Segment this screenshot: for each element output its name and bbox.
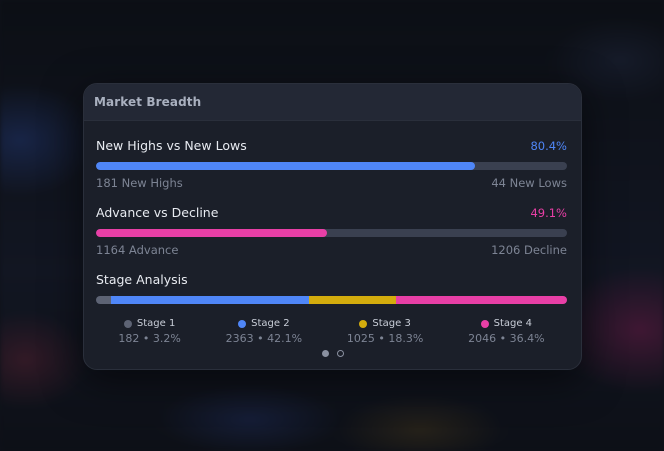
page-dot-2[interactable]: [336, 350, 344, 357]
advance-decline-bar: [96, 229, 567, 237]
advance-decline-bar-fill: [96, 229, 328, 237]
stage-legend: Stage 1 182 • 3.2% Stage 2 2363 • 42.1% Stag…: [96, 318, 567, 345]
stage-2-label: Stage 2: [251, 318, 290, 329]
stage-2-dot-icon: [238, 319, 247, 328]
highs-lows-percent: 80.4%: [530, 139, 567, 153]
stage-1-dot-icon: [123, 319, 132, 328]
stage-4-value: 2046 • 36.4%: [468, 332, 545, 345]
stage-segment-4: [395, 296, 567, 304]
stage-legend-item-4: Stage 4 2046 • 36.4%: [468, 318, 544, 345]
stage-4-label: Stage 4: [493, 318, 533, 329]
stage-legend-item-3: Stage 3 1025 • 18.3%: [347, 318, 423, 345]
stage-1-value: 182 • 3.2%: [118, 332, 181, 345]
decline-count: 1206 Decline: [491, 243, 567, 257]
stage-3-label: Stage 3: [372, 318, 411, 329]
stage-segment-1: [96, 296, 112, 304]
highs-lows-bar-fill: [96, 162, 475, 170]
stage-4-dot-icon: [480, 319, 489, 328]
stage-segment-2: [111, 296, 310, 304]
highs-lows-title: New Highs vs New Lows: [96, 138, 247, 153]
page-dot-1[interactable]: [321, 350, 329, 357]
advance-count: 1164 Advance: [96, 243, 179, 257]
page-indicator[interactable]: [84, 350, 581, 357]
stage-analysis-bar: [96, 296, 567, 304]
stage-1-label: Stage 1: [136, 318, 176, 329]
advance-decline-section: Advance vs Decline 49.1% 1164 Advance 12…: [96, 205, 567, 257]
new-lows-count: 44 New Lows: [491, 176, 567, 190]
stage-segment-3: [309, 296, 396, 304]
stage-analysis-title: Stage Analysis: [96, 272, 188, 287]
advance-decline-percent: 49.1%: [530, 206, 567, 220]
highs-lows-bar: [96, 162, 567, 170]
stage-3-value: 1025 • 18.3%: [346, 332, 424, 345]
stage-analysis-section: Stage Analysis Stage 1 182 • 3.2% Stage 2 2…: [96, 272, 567, 345]
new-highs-count: 181 New Highs: [96, 176, 183, 190]
stage-legend-item-2: Stage 2 2363 • 42.1%: [226, 318, 302, 345]
highs-lows-section: New Highs vs New Lows 80.4% 181 New High…: [96, 138, 567, 190]
stage-3-dot-icon: [359, 319, 368, 328]
market-breadth-card: Market Breadth New Highs vs New Lows 80.…: [83, 83, 582, 370]
advance-decline-title: Advance vs Decline: [96, 205, 219, 220]
stage-2-value: 2363 • 42.1%: [225, 332, 303, 345]
stage-legend-item-1: Stage 1 182 • 3.2%: [118, 318, 180, 345]
card-title: Market Breadth: [84, 84, 581, 121]
